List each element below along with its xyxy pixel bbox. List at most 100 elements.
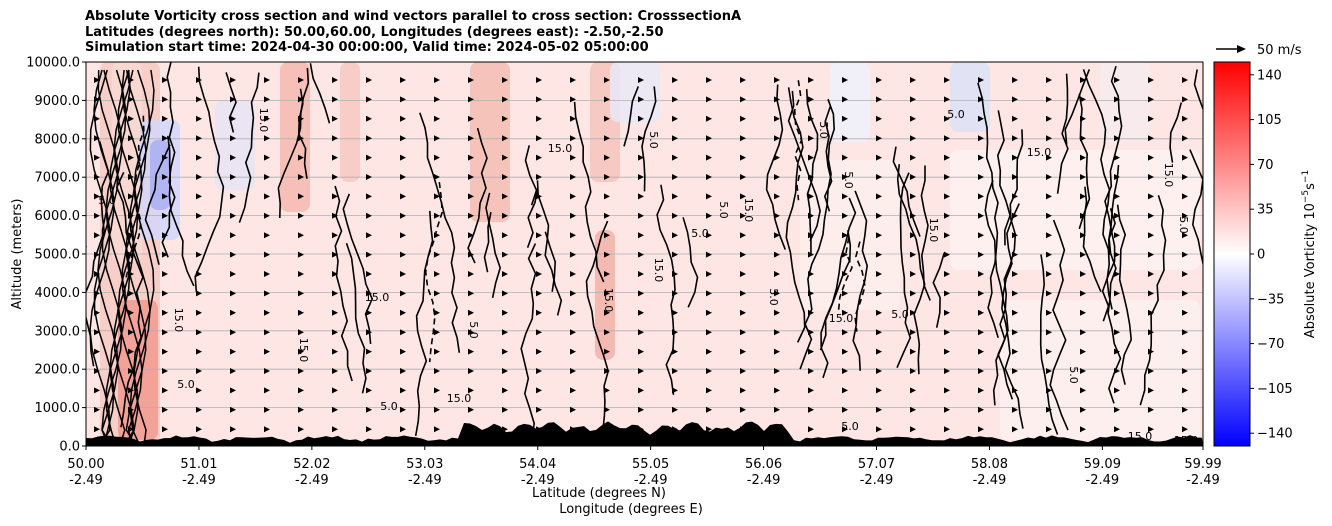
x-tick-label-lon: -2.49 — [1186, 473, 1220, 488]
wind-vector — [978, 96, 984, 103]
wind-vector — [808, 212, 814, 219]
y-tick-label: 8000.0 — [35, 132, 81, 147]
wind-vector — [1080, 309, 1086, 316]
contour-line — [485, 192, 502, 299]
wind-vector — [1046, 212, 1052, 219]
wind-vector — [298, 115, 304, 122]
wind-vector — [944, 96, 950, 103]
wind-vector — [1012, 193, 1018, 200]
wind-vector — [1148, 96, 1154, 103]
wind-vector — [570, 290, 576, 297]
wind-vector — [230, 271, 236, 277]
wind-vector — [434, 135, 440, 142]
wind-vector — [604, 406, 610, 413]
wind-vector — [468, 251, 474, 258]
wind-vector — [978, 309, 984, 316]
wind-vector — [502, 154, 508, 161]
contour-label: 5.0 — [1177, 216, 1190, 234]
wind-vector — [230, 426, 236, 433]
wind-vector — [1012, 329, 1018, 336]
wind-vector — [332, 154, 338, 161]
wind-vector — [468, 193, 474, 200]
wind-vector — [94, 271, 100, 277]
contour-line — [467, 127, 488, 264]
contour-line — [93, 69, 115, 446]
wind-vector — [298, 348, 304, 355]
wind-vector — [298, 193, 304, 200]
wind-vector — [944, 232, 950, 239]
wind-vector — [740, 309, 746, 316]
x-tick-label-lat: 55.05 — [632, 457, 669, 472]
wind-vector — [502, 368, 508, 374]
contour-label: 15.0 — [548, 142, 573, 155]
wind-vector — [502, 309, 508, 316]
contour-line — [520, 243, 537, 439]
wind-vector — [468, 174, 474, 180]
wind-vector — [604, 77, 610, 83]
wind-vector — [1182, 135, 1188, 142]
wind-vector — [570, 329, 576, 336]
wind-vector — [774, 406, 780, 413]
field-patch — [830, 62, 870, 142]
wind-vector — [366, 348, 372, 355]
wind-vector — [502, 135, 508, 142]
field-patch — [1100, 62, 1150, 142]
wind-vector — [604, 309, 610, 316]
contour-labels: 15.0 5.0 15.0 5.0 15.0 5.0 15.0 5.0 15.0 5.0 15.0 5… — [98, 108, 1198, 446]
wind-vector — [434, 368, 440, 374]
wind-vector — [366, 174, 372, 180]
wind-vector — [774, 329, 780, 336]
wind-vector — [1114, 232, 1120, 239]
wind-vector — [978, 406, 984, 413]
x-tick-label-lat: 59.09 — [1084, 457, 1121, 472]
wind-vector — [230, 406, 236, 413]
wind-vector — [1114, 251, 1120, 258]
contour-line — [1189, 149, 1203, 267]
wind-vector — [502, 96, 508, 103]
wind-vector — [1148, 115, 1154, 122]
wind-vector — [706, 193, 712, 200]
wind-vector — [1182, 406, 1188, 413]
wind-vector — [128, 426, 134, 433]
wind-vector — [944, 271, 950, 277]
contour-line — [334, 185, 353, 382]
wind-vector — [366, 368, 372, 374]
wind-vector — [1046, 406, 1052, 413]
wind-vector — [264, 271, 270, 277]
wind-vector — [128, 135, 134, 142]
wind-vector — [740, 251, 746, 258]
wind-vector — [536, 271, 542, 277]
wind-vector — [128, 193, 134, 200]
wind-vector — [706, 212, 712, 219]
field-patch — [950, 150, 1200, 270]
wind-vector — [128, 232, 134, 239]
wind-vector — [128, 309, 134, 316]
wind-vector — [604, 251, 610, 258]
contour-line — [656, 184, 676, 395]
wind-vector — [1080, 251, 1086, 258]
wind-vector — [298, 77, 304, 83]
wind-vector — [842, 96, 848, 103]
contour-line — [932, 252, 946, 328]
x-tick-label-lon: -2.49 — [182, 473, 216, 488]
wind-vector — [94, 77, 100, 83]
wind-vector — [196, 135, 202, 142]
wind-vector — [128, 212, 134, 219]
x-tick-label-lon: -2.49 — [747, 473, 781, 488]
x-tick-label-lon: -2.49 — [634, 473, 668, 488]
wind-vector — [842, 232, 848, 239]
wind-vector — [536, 115, 542, 122]
wind-vector — [1114, 115, 1120, 122]
wind-vector — [944, 329, 950, 336]
wind-vector — [944, 309, 950, 316]
y-tick-label: 0.0 — [59, 440, 80, 455]
wind-vector — [298, 174, 304, 180]
wind-vector — [94, 406, 100, 413]
contour-line — [984, 180, 1009, 406]
contour-line — [238, 72, 260, 223]
wind-vector — [1080, 96, 1086, 103]
contour-label: 15.0 — [1162, 163, 1175, 188]
contour-line — [309, 63, 331, 124]
wind-vector — [230, 96, 236, 103]
